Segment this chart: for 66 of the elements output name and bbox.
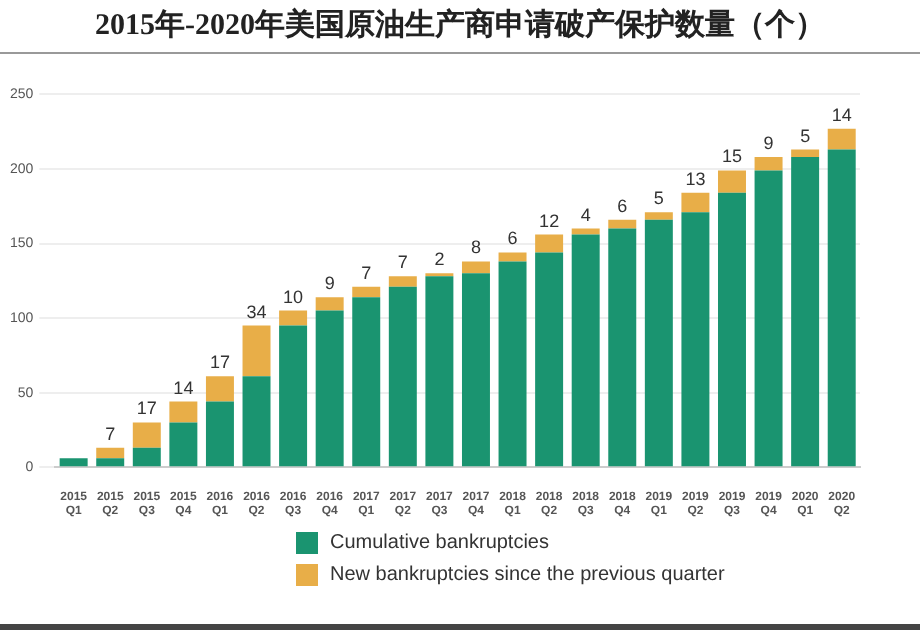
data-label: 7 [105, 423, 116, 444]
bar [718, 170, 746, 193]
bar [96, 447, 125, 459]
data-label: 6 [617, 195, 628, 216]
legend-label: New bankruptcies since the previous quarter [330, 563, 725, 585]
bar [608, 219, 637, 229]
bar [242, 376, 271, 467]
bar [425, 276, 454, 467]
bar [498, 261, 527, 467]
data-label: 4 [580, 204, 591, 225]
bar [205, 376, 234, 402]
bar [571, 228, 600, 235]
bar [96, 458, 125, 467]
bar [279, 310, 308, 326]
data-label: 5 [653, 188, 664, 209]
bar [315, 310, 344, 467]
bar [388, 286, 417, 467]
bar [681, 212, 710, 467]
bar [388, 276, 417, 287]
data-label: 8 [470, 237, 481, 258]
bar [791, 157, 820, 467]
data-label: 34 [246, 301, 267, 322]
data-label: 5 [800, 125, 811, 146]
bar [132, 422, 161, 448]
bar [535, 252, 564, 467]
bar [498, 252, 527, 262]
chart-title: 2015年-2020年美国原油生产商申请破产保护数量（个） [0, 0, 920, 54]
bar [644, 212, 673, 220]
bar [59, 458, 88, 467]
data-label: 9 [324, 273, 335, 294]
data-label: 7 [361, 262, 372, 283]
bar [205, 401, 234, 467]
bar [718, 192, 746, 467]
bar [791, 149, 820, 158]
data-label: 13 [685, 168, 706, 189]
bar [169, 401, 198, 423]
bar [279, 325, 308, 467]
bar [754, 157, 783, 171]
data-label: 14 [173, 377, 194, 398]
bar [535, 234, 564, 253]
bar [681, 192, 710, 213]
data-label: 12 [539, 210, 560, 231]
data-label: 17 [136, 398, 157, 419]
data-label: 14 [831, 104, 852, 125]
data-label: 15 [721, 146, 742, 167]
data-label: 10 [283, 286, 304, 307]
data-label: 7 [397, 252, 408, 273]
legend-label: Cumulative bankruptcies [330, 531, 549, 553]
bar [644, 219, 673, 467]
data-label: 9 [763, 133, 774, 153]
bar [827, 149, 856, 467]
data-label: 6 [507, 228, 518, 249]
data-label: 17 [209, 352, 230, 373]
bar [132, 447, 161, 467]
bar [608, 228, 637, 467]
bar [461, 261, 490, 274]
bar [169, 422, 198, 467]
bar [315, 297, 344, 311]
bar [352, 297, 381, 467]
bar [242, 325, 271, 377]
bar [571, 234, 600, 467]
data-label: 2 [434, 249, 445, 270]
bar [754, 170, 783, 467]
bar [461, 273, 490, 467]
bar [827, 128, 856, 150]
bar [352, 286, 381, 298]
